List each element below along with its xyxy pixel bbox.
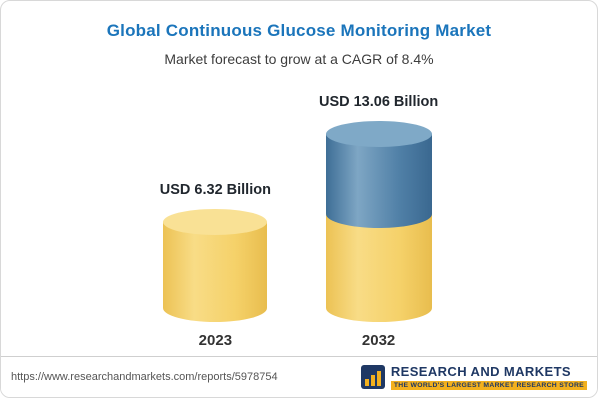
logo-bar-icon [364, 379, 369, 386]
bar-value-label-2023: USD 6.32 Billion [159, 182, 271, 198]
category-label-2023: 2023 [198, 332, 233, 349]
bar-chart: USD 6.32 Billion 2023 USD 13.06 Billion … [1, 94, 597, 349]
chart-subtitle: Market forecast to grow at a CAGR of 8.4… [164, 51, 434, 67]
cylinder-bar-2032 [325, 121, 432, 322]
logo-text-block: RESEARCH AND MARKETS THE WORLD'S LARGEST… [390, 363, 587, 390]
cylinder-base-segment-2032 [325, 210, 432, 322]
cylinder-growth-segment-2032 [325, 134, 432, 228]
logo-tagline: THE WORLD'S LARGEST MARKET RESEARCH STOR… [390, 380, 587, 390]
bar-chart-logo-icon [360, 365, 385, 389]
footer-bar: https://www.researchandmarkets.com/repor… [1, 356, 597, 397]
bar-value-label-2032: USD 13.06 Billion [318, 94, 439, 110]
bar-group-2023: USD 6.32 Billion 2023 [160, 182, 271, 349]
category-label-2032: 2032 [361, 332, 396, 349]
chart-title: Global Continuous Glucose Monitoring Mar… [106, 21, 492, 40]
research-and-markets-logo: RESEARCH AND MARKETS THE WORLD'S LARGEST… [360, 363, 587, 390]
cylinder-cap-2032 [325, 121, 432, 147]
report-url: https://www.researchandmarkets.com/repor… [11, 371, 278, 383]
logo-bar-icon [370, 375, 375, 386]
logo-bar-icon [376, 371, 381, 386]
logo-name: RESEARCH AND MARKETS [390, 363, 571, 379]
cylinder-bar-2023 [163, 209, 268, 322]
cylinder-body-2023 [163, 222, 268, 322]
chart-header: Global Continuous Glucose Monitoring Mar… [1, 1, 597, 67]
bar-group-2032: USD 13.06 Billion 2032 [319, 94, 438, 349]
cylinder-cap-2023 [163, 209, 268, 235]
